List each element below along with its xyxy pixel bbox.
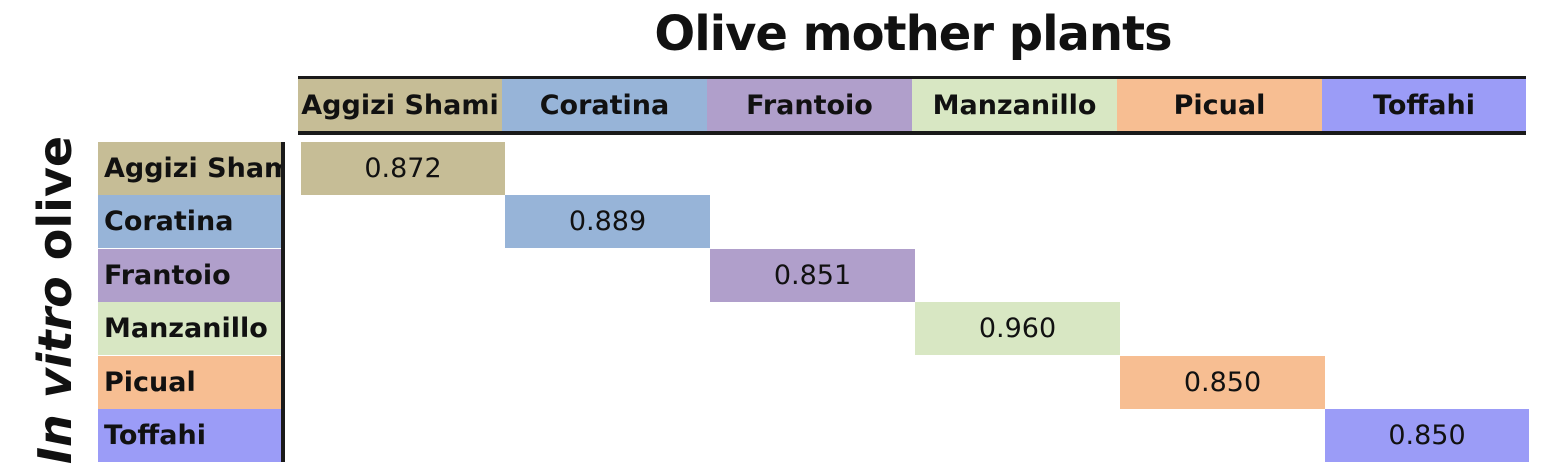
- diagonal-cell-0: 0.872: [301, 142, 505, 195]
- row-label-0: Aggizi Shami: [98, 142, 281, 195]
- diagonal-cell-4: 0.850: [1120, 355, 1325, 409]
- y-axis-title: In vitro olive: [28, 136, 82, 464]
- column-header-5: Toffahi: [1322, 79, 1526, 131]
- column-header-band: Aggizi Shami Coratina Frantoio Manzanillo Pi…: [298, 76, 1526, 135]
- column-header-1: Coratina: [502, 79, 707, 131]
- column-header-4: Picual: [1117, 79, 1322, 131]
- y-axis-title-plain: olive: [28, 135, 82, 261]
- row-label-5: Toffahi: [98, 409, 281, 462]
- column-header-3: Manzanillo: [912, 79, 1117, 131]
- diagonal-cell-5: 0.850: [1325, 409, 1529, 462]
- column-header-0: Aggizi Shami: [298, 79, 502, 131]
- column-header-2: Frantoio: [707, 79, 912, 131]
- diagonal-cell-2: 0.851: [710, 248, 915, 302]
- diagonal-cell-3: 0.960: [915, 302, 1120, 356]
- row-label-2: Frantoio: [98, 248, 281, 302]
- diagonal-cell-1: 0.889: [505, 195, 710, 249]
- row-label-column: Aggizi ShamiCoratinaFrantoioManzanilloPi…: [98, 142, 285, 462]
- y-axis-title-italic: In vitro: [28, 276, 82, 465]
- row-label-3: Manzanillo: [98, 302, 281, 356]
- row-label-1: Coratina: [98, 195, 281, 249]
- row-label-4: Picual: [98, 355, 281, 409]
- chart-title: Olive mother plants: [654, 6, 1172, 62]
